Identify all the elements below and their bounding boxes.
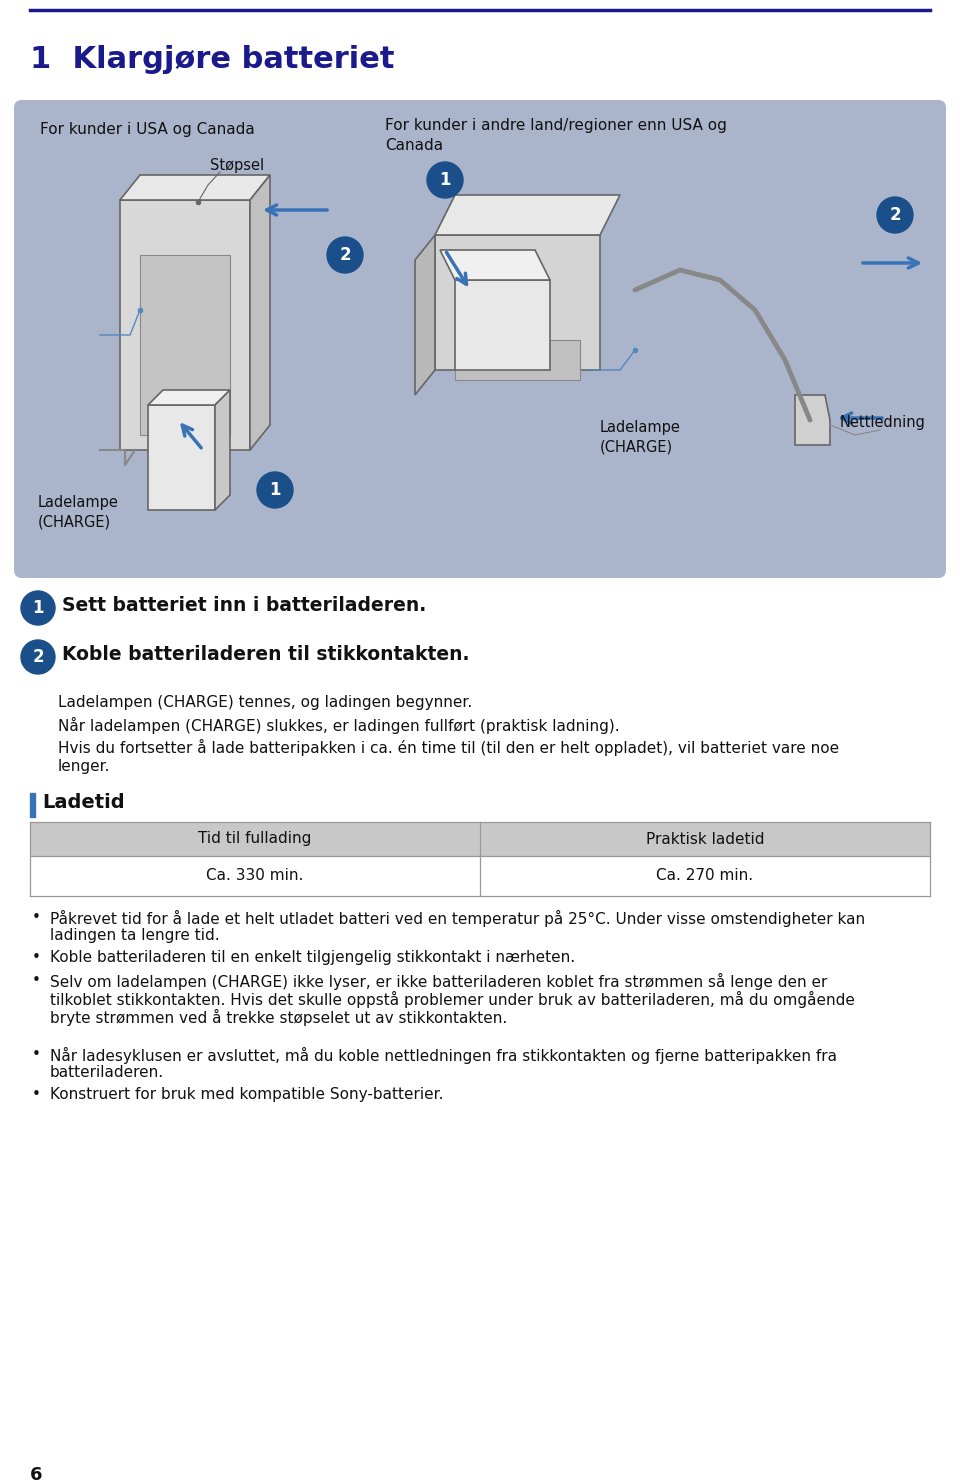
Polygon shape xyxy=(120,175,270,200)
Bar xyxy=(30,822,930,856)
Text: Ladelampe
(CHARGE): Ladelampe (CHARGE) xyxy=(38,495,119,530)
Circle shape xyxy=(877,197,913,233)
Polygon shape xyxy=(795,395,830,444)
Text: Ladetid: Ladetid xyxy=(42,792,125,812)
Text: Selv om ladelampen (CHARGE) ikke lyser, er ikke batteriladeren koblet fra strømm: Selv om ladelampen (CHARGE) ikke lyser, … xyxy=(50,973,828,989)
Polygon shape xyxy=(415,235,435,395)
Circle shape xyxy=(427,161,463,198)
Polygon shape xyxy=(435,195,620,235)
Circle shape xyxy=(327,237,363,273)
Text: •: • xyxy=(32,1047,41,1062)
Text: Nettledning: Nettledning xyxy=(840,415,925,429)
Text: •: • xyxy=(32,949,41,966)
Polygon shape xyxy=(435,235,600,370)
Text: Praktisk ladetid: Praktisk ladetid xyxy=(646,831,764,847)
Text: Ladelampe
(CHARGE): Ladelampe (CHARGE) xyxy=(600,421,681,455)
Text: Ladelampen (CHARGE) tennes, og ladingen begynner.: Ladelampen (CHARGE) tennes, og ladingen … xyxy=(58,695,472,709)
Text: Konstruert for bruk med kompatible Sony-batterier.: Konstruert for bruk med kompatible Sony-… xyxy=(50,1087,444,1102)
Polygon shape xyxy=(148,390,230,404)
Text: For kunder i andre land/regioner enn USA og
Canada: For kunder i andre land/regioner enn USA… xyxy=(385,118,727,153)
Bar xyxy=(30,792,35,818)
Text: Påkrevet tid for å lade et helt utladet batteri ved en temperatur på 25°C. Under: Påkrevet tid for å lade et helt utladet … xyxy=(50,909,865,927)
Polygon shape xyxy=(148,404,215,509)
Text: 1  Klargjøre batteriet: 1 Klargjøre batteriet xyxy=(30,44,395,74)
Circle shape xyxy=(257,472,293,508)
Polygon shape xyxy=(250,175,270,450)
Polygon shape xyxy=(455,341,580,381)
Polygon shape xyxy=(455,280,550,370)
Text: 6: 6 xyxy=(30,1466,42,1481)
Text: Når ladesyklusen er avsluttet, må du koble nettledningen fra stikkontakten og fj: Når ladesyklusen er avsluttet, må du kob… xyxy=(50,1047,837,1063)
FancyBboxPatch shape xyxy=(14,101,946,578)
Text: Sett batteriet inn i batteriladeren.: Sett batteriet inn i batteriladeren. xyxy=(62,595,426,615)
Text: Når ladelampen (CHARGE) slukkes, er ladingen fullført (praktisk ladning).: Når ladelampen (CHARGE) slukkes, er ladi… xyxy=(58,717,619,735)
Text: For kunder i USA og Canada: For kunder i USA og Canada xyxy=(40,121,254,138)
Text: •: • xyxy=(32,973,41,988)
Text: 1: 1 xyxy=(440,170,451,190)
Text: 2: 2 xyxy=(33,649,44,666)
Text: •: • xyxy=(32,1087,41,1102)
Text: tilkoblet stikkontakten. Hvis det skulle oppstå problemer under bruk av batteril: tilkoblet stikkontakten. Hvis det skulle… xyxy=(50,991,854,1009)
Text: 2: 2 xyxy=(889,206,900,224)
Polygon shape xyxy=(140,255,230,435)
Text: Hvis du fortsetter å lade batteripakken i ca. én time til (til den er helt oppla: Hvis du fortsetter å lade batteripakken … xyxy=(58,739,839,755)
Text: 1: 1 xyxy=(269,481,280,499)
Circle shape xyxy=(21,640,55,674)
Text: Tid til fullading: Tid til fullading xyxy=(199,831,312,847)
Text: lenger.: lenger. xyxy=(58,758,110,775)
Polygon shape xyxy=(120,200,250,450)
Text: batteriladeren.: batteriladeren. xyxy=(50,1065,164,1080)
Text: 1: 1 xyxy=(33,598,44,618)
Text: Koble batteriladeren til en enkelt tilgjengelig stikkontakt i nærheten.: Koble batteriladeren til en enkelt tilgj… xyxy=(50,949,575,966)
Text: Koble batteriladeren til stikkontakten.: Koble batteriladeren til stikkontakten. xyxy=(62,646,469,663)
Text: •: • xyxy=(32,909,41,926)
Text: ladingen ta lengre tid.: ladingen ta lengre tid. xyxy=(50,929,220,943)
Text: Støpsel: Støpsel xyxy=(210,158,264,173)
Circle shape xyxy=(21,591,55,625)
Text: Ca. 330 min.: Ca. 330 min. xyxy=(206,868,303,884)
Polygon shape xyxy=(440,250,550,280)
Text: bryte strømmen ved å trekke støpselet ut av stikkontakten.: bryte strømmen ved å trekke støpselet ut… xyxy=(50,1009,507,1026)
Polygon shape xyxy=(215,390,230,509)
Text: Ca. 270 min.: Ca. 270 min. xyxy=(657,868,754,884)
Text: 2: 2 xyxy=(339,246,350,264)
